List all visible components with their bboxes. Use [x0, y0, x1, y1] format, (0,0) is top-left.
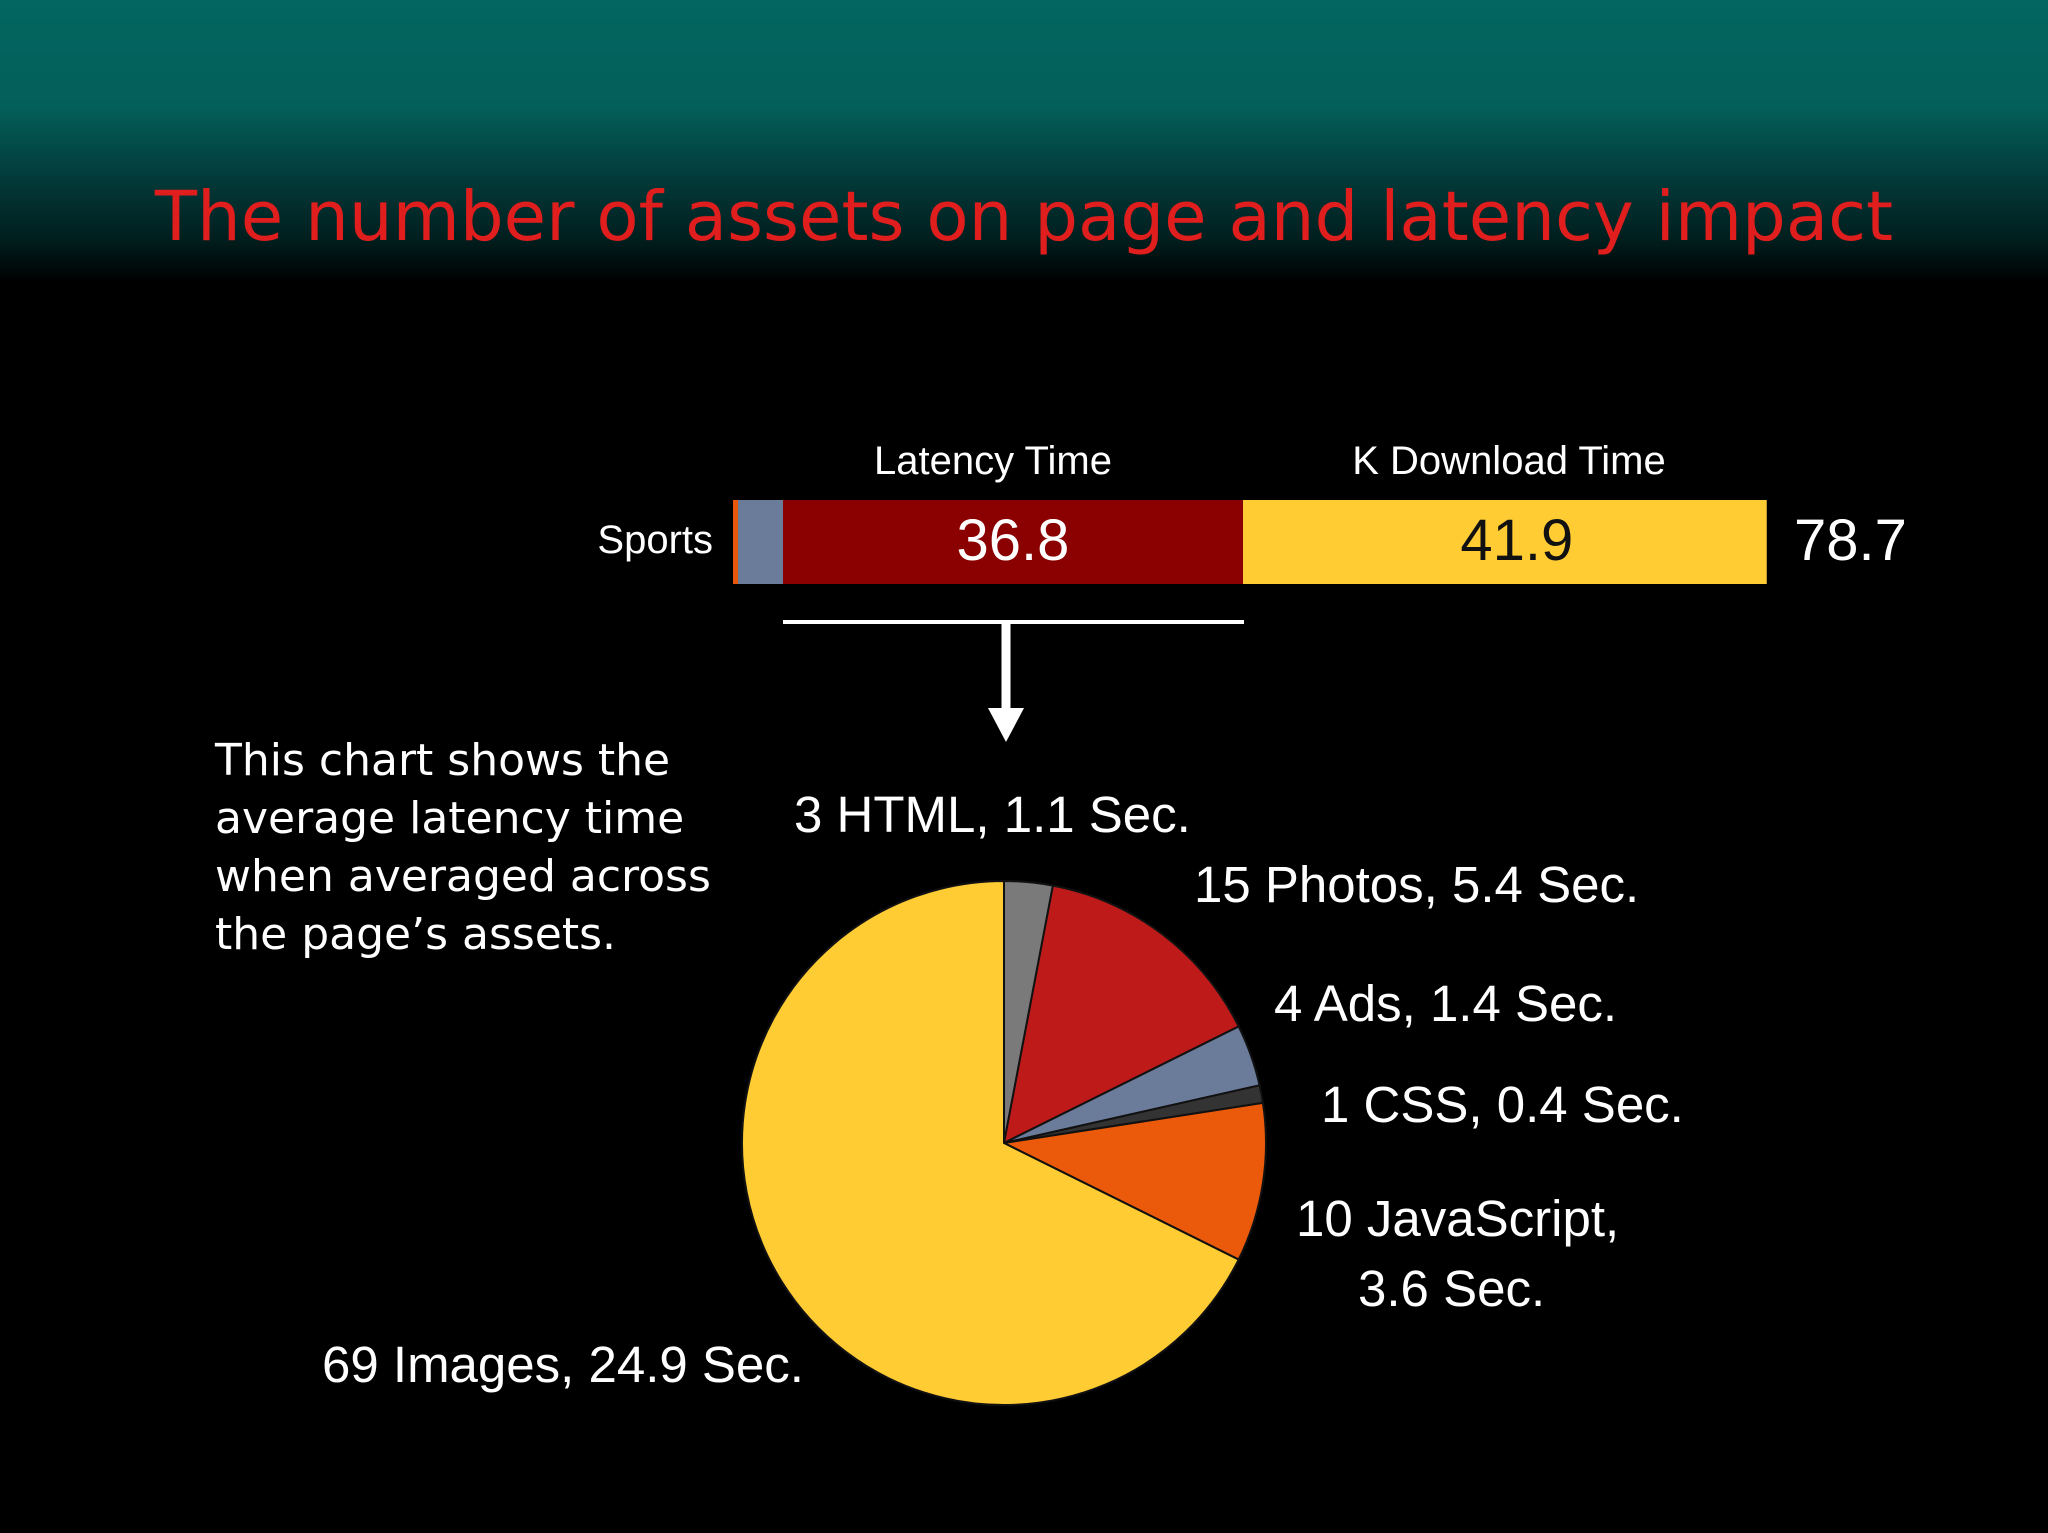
caption-line: average latency time: [215, 793, 685, 844]
caption-line: This chart shows the: [215, 735, 671, 786]
slide-title: The number of assets on page and latency…: [154, 177, 1894, 257]
pie-label-photos: 15 Photos, 5.4 Sec.: [1194, 856, 1639, 913]
bar-latency-value: 36.8: [957, 508, 1070, 573]
bar-download-value: 41.9: [1460, 508, 1573, 573]
pie-label-images: 69 Images, 24.9 Sec.: [322, 1336, 804, 1393]
pie-slice-photos: [1002, 884, 1240, 1145]
legend-download-time: K Download Time: [1352, 439, 1665, 483]
bar-category-label: Sports: [597, 518, 713, 562]
pie-chart: [741, 879, 1267, 1406]
bar-download-segment: [1243, 500, 1767, 584]
pie-slice-javascript: [1000, 1101, 1267, 1261]
pie-label-ads: 4 Ads, 1.4 Sec.: [1274, 975, 1617, 1032]
arrow-down-icon: [988, 708, 1024, 742]
bar-latency-segment: [783, 500, 1243, 584]
caption-line: when averaged across: [215, 851, 711, 902]
pie-label-javascript-line1: 10 JavaScript,: [1296, 1190, 1619, 1247]
pie-label-html: 3 HTML, 1.1 Sec.: [794, 786, 1191, 843]
bar-lead-orange: [733, 500, 738, 584]
caption-line: the page’s assets.: [215, 909, 617, 960]
bar-total-value: 78.7: [1794, 508, 1907, 573]
chart-caption: This chart shows the average latency tim…: [215, 732, 735, 964]
pie-slice-images: [741, 879, 1240, 1406]
legend-latency-time: Latency Time: [874, 439, 1112, 483]
pie-labels: 3 HTML, 1.1 Sec. 15 Photos, 5.4 Sec. 4 A…: [322, 786, 1684, 1393]
stacked-bar-chart: Latency Time K Download Time Sports 36.8…: [597, 439, 1907, 742]
bar-lead-blue: [738, 500, 783, 584]
slide-header: [0, 0, 2048, 282]
pie-label-javascript-line2: 3.6 Sec.: [1358, 1260, 1545, 1317]
pie-label-css: 1 CSS, 0.4 Sec.: [1321, 1076, 1684, 1133]
